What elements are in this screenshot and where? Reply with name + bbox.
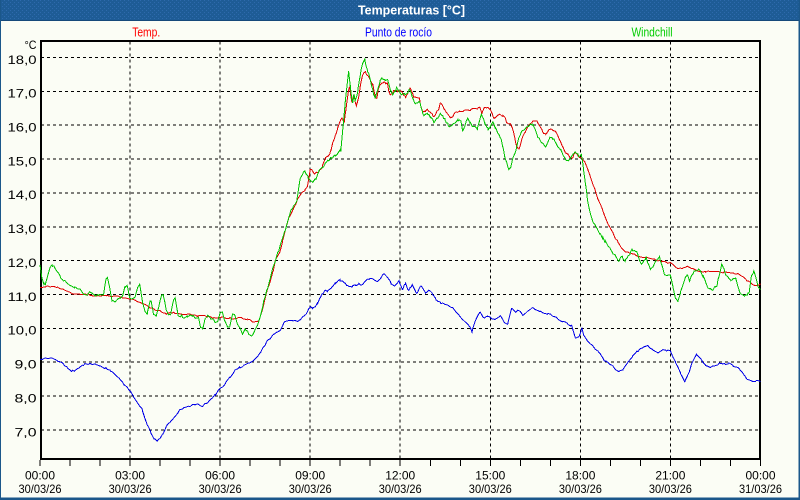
svg-text:18:00: 18:00 [565, 469, 595, 483]
svg-text:18,0: 18,0 [8, 53, 37, 67]
svg-text:°C: °C [25, 38, 37, 52]
svg-text:30/03/26: 30/03/26 [649, 482, 692, 496]
svg-text:16,0: 16,0 [8, 121, 37, 135]
svg-text:00:00: 00:00 [746, 469, 776, 483]
svg-text:Temperaturas [°C]: Temperaturas [°C] [358, 3, 465, 18]
svg-text:30/03/26: 30/03/26 [109, 482, 152, 496]
svg-text:30/03/26: 30/03/26 [469, 482, 512, 496]
svg-text:12,0: 12,0 [8, 256, 37, 270]
svg-text:00:00: 00:00 [25, 469, 55, 483]
svg-text:11,0: 11,0 [8, 290, 37, 304]
svg-text:09:00: 09:00 [295, 469, 325, 483]
svg-text:30/03/26: 30/03/26 [559, 482, 602, 496]
svg-text:Temp.: Temp. [132, 25, 160, 40]
svg-text:03:00: 03:00 [115, 469, 145, 483]
svg-text:17,0: 17,0 [8, 87, 37, 101]
svg-text:15,0: 15,0 [8, 154, 37, 168]
svg-text:06:00: 06:00 [205, 469, 235, 483]
svg-text:30/03/26: 30/03/26 [379, 482, 422, 496]
svg-text:31/03/26: 31/03/26 [739, 482, 782, 496]
svg-text:10,0: 10,0 [8, 324, 37, 338]
svg-text:Windchill: Windchill [632, 25, 673, 40]
svg-text:15:00: 15:00 [475, 469, 505, 483]
svg-text:9,0: 9,0 [15, 358, 37, 372]
svg-text:30/03/26: 30/03/26 [19, 482, 62, 496]
svg-text:30/03/26: 30/03/26 [199, 482, 242, 496]
svg-text:8,0: 8,0 [15, 391, 37, 405]
svg-text:14,0: 14,0 [8, 188, 37, 202]
svg-text:30/03/26: 30/03/26 [289, 482, 332, 496]
svg-text:13,0: 13,0 [8, 222, 37, 236]
svg-text:12:00: 12:00 [385, 469, 415, 483]
svg-text:Punto de rocío: Punto de rocío [365, 25, 432, 40]
svg-text:7,0: 7,0 [15, 425, 37, 439]
svg-text:21:00: 21:00 [655, 469, 685, 483]
